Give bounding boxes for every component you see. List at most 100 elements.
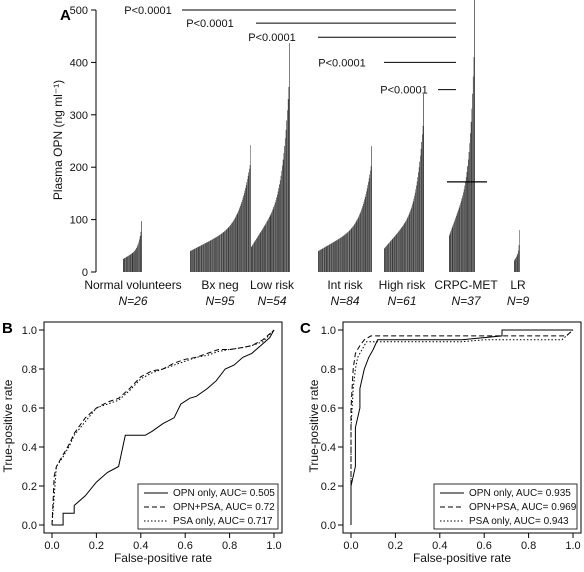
bar-a [236, 215, 237, 272]
y-axis-label-a: Plasma OPN (ng ml⁻¹) [51, 80, 65, 200]
bar-a [125, 257, 126, 272]
bar-a [514, 260, 515, 272]
bar-a [356, 220, 358, 272]
bar-a [226, 229, 228, 272]
bar-a [464, 185, 466, 272]
bar-a [334, 241, 336, 272]
bar-a [347, 232, 349, 272]
bar-a [202, 244, 203, 272]
bar-a [200, 245, 202, 272]
bar-a [346, 233, 347, 272]
bar-a [261, 229, 263, 272]
bar-a [412, 203, 413, 272]
bar-a [249, 165, 251, 272]
bar-a [324, 247, 326, 272]
bar-a [419, 161, 421, 272]
bar-a [284, 146, 285, 272]
bar-a [248, 172, 250, 272]
bar-a [222, 232, 223, 272]
bar-a [282, 165, 283, 272]
bar-a [337, 239, 338, 272]
roc-line-solid [52, 329, 275, 526]
bar-a [366, 191, 367, 272]
bar-a [350, 229, 351, 272]
bar-a [334, 241, 335, 272]
p-value-label-a: P<0.0001 [186, 18, 233, 30]
bar-a [258, 234, 260, 272]
bar-a [213, 238, 215, 272]
bar-a [136, 247, 137, 272]
bar-a [208, 241, 210, 272]
bar-a [249, 168, 250, 272]
bar-a [413, 198, 415, 272]
bar-a [234, 217, 236, 272]
bar-a [416, 181, 418, 272]
bar-a [348, 231, 349, 272]
bar-a [139, 239, 140, 272]
bar-a [260, 231, 262, 272]
bar-a [384, 248, 385, 272]
bar-a [262, 228, 264, 272]
bar-a [222, 232, 224, 272]
bar-a [131, 253, 133, 272]
bar-a [387, 243, 389, 272]
y-tick-label: 1.0 [22, 325, 37, 337]
bar-a [201, 245, 203, 272]
bar-a [363, 203, 364, 272]
x-tick-label: 0.8 [222, 540, 237, 552]
y-tick-label-a: 0 [82, 267, 88, 279]
bar-a [341, 237, 342, 272]
bar-a [403, 225, 404, 272]
bar-a [207, 241, 208, 272]
bar-a [456, 213, 458, 272]
bar-a [449, 233, 451, 272]
bar-a [233, 219, 235, 272]
bar-a [247, 175, 249, 272]
bar-a [198, 246, 200, 272]
bar-a [275, 200, 277, 272]
bar-a [329, 244, 331, 272]
bar-a [215, 237, 216, 272]
bar-a [328, 244, 330, 272]
bar-a [224, 231, 225, 272]
y-tick-label: 0.4 [321, 442, 336, 454]
bar-a [414, 195, 415, 272]
bar-a [234, 218, 235, 272]
bar-a [286, 120, 288, 272]
bar-a [414, 192, 416, 272]
bar-a [342, 236, 344, 272]
bar-a [238, 209, 240, 272]
bar-a [232, 221, 234, 272]
bar-a [287, 99, 289, 272]
bar-a [231, 223, 232, 272]
bar-a [517, 253, 518, 272]
bar-a [351, 228, 353, 272]
bar-a [191, 250, 193, 272]
bar-a [240, 205, 241, 272]
group-n-a: N=37 [451, 294, 481, 308]
bar-a [321, 249, 322, 272]
plot-frame-c [342, 321, 582, 534]
bar-a [259, 233, 261, 272]
bar-a [409, 212, 411, 272]
bar-a [191, 250, 192, 272]
bar-a [131, 253, 132, 272]
bar-a [332, 242, 333, 272]
group-name-a: LR [510, 278, 526, 292]
bar-a [331, 243, 333, 272]
bar-a [328, 245, 329, 272]
bar-a [274, 202, 276, 272]
bar-a [257, 236, 259, 272]
bar-a [280, 175, 282, 272]
bar-a [203, 243, 205, 272]
bar-a [403, 224, 405, 272]
bar-a [385, 246, 387, 272]
bar-a [451, 227, 453, 272]
bar-a [458, 207, 460, 272]
bar-a [267, 219, 269, 272]
roc-line-dashed [350, 329, 574, 525]
bar-a [266, 221, 268, 272]
group-n-a: N=95 [205, 294, 234, 308]
y-ticks-a: 0 100 200 300 400 500 [70, 5, 96, 279]
bar-a [218, 235, 219, 272]
